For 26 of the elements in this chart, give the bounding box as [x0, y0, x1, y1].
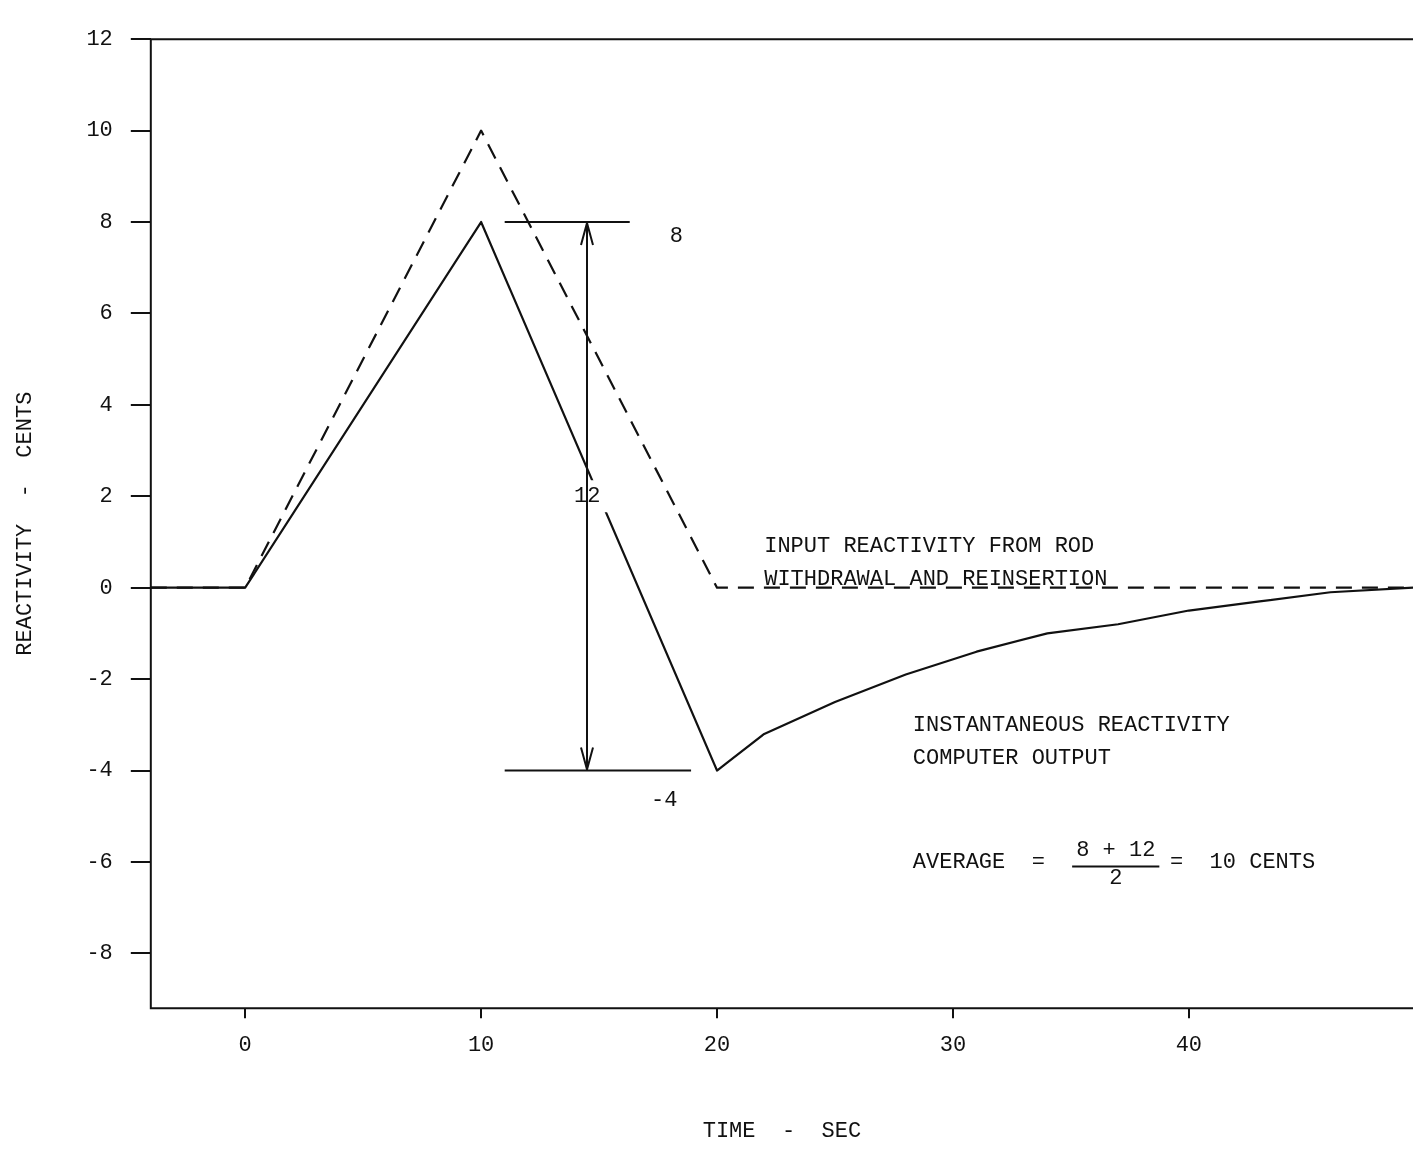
series-label: INSTANTANEOUS REACTIVITY COMPUTER OUTPUT	[912, 712, 1230, 771]
x-tick-label: 20	[703, 1033, 731, 1059]
y-tick-label: 10	[86, 118, 113, 144]
y-tick-label: 6	[99, 301, 113, 327]
y-tick-label: -2	[86, 666, 113, 692]
y-tick-label: 12	[86, 27, 113, 53]
ref-line-label: -4	[651, 788, 678, 814]
y-tick-label: 0	[99, 575, 113, 601]
annotation: AVERAGE =	[912, 849, 1045, 875]
series-label: INPUT REACTIVITY FROM ROD WITHDRAWAL AND REINSERTION	[764, 534, 1108, 593]
y-tick-label: -4	[86, 758, 113, 784]
y-axis-title: REACTIVITY - CENTS	[13, 391, 39, 656]
ref-line-label: 8	[669, 223, 683, 249]
y-tick-label: 4	[99, 392, 113, 418]
x-tick-label: 30	[939, 1033, 967, 1059]
y-tick-label: 2	[99, 484, 113, 510]
annotation: 2	[1109, 865, 1123, 891]
x-tick-label: 0	[238, 1033, 252, 1059]
x-tick-label: 40	[1175, 1033, 1203, 1059]
x-axis-title: TIME - SEC	[702, 1118, 862, 1144]
y-tick-label: -6	[86, 849, 113, 875]
annotation: 8 + 12	[1076, 838, 1156, 864]
y-tick-label: 8	[99, 209, 113, 235]
annotation: = 10 CENTS	[1170, 849, 1316, 875]
x-tick-label: 10	[467, 1033, 495, 1059]
y-tick-label: -8	[86, 941, 113, 967]
